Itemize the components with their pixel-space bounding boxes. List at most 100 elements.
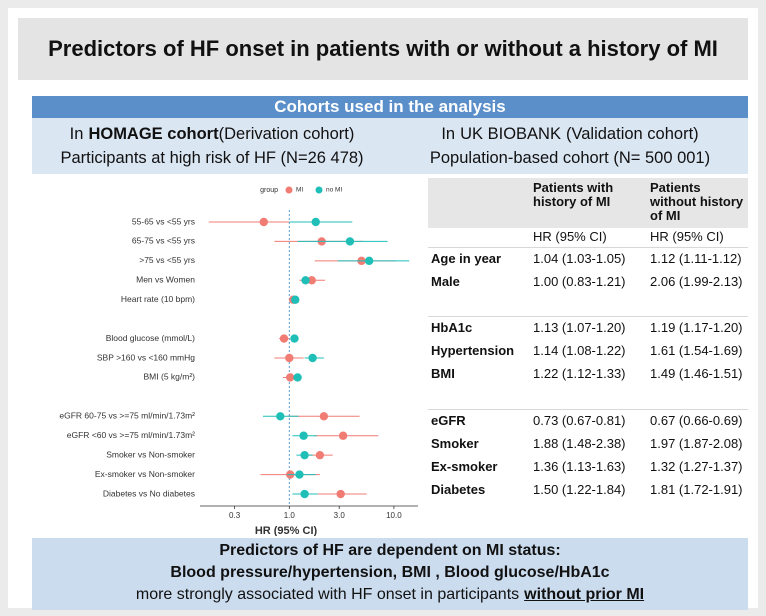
row-label: eGFR	[431, 413, 466, 428]
cohort-prefix: In	[441, 125, 456, 143]
x-tick-label: 0.3	[229, 511, 241, 520]
x-tick-label: 10.0	[386, 511, 402, 520]
cohorts-header: Cohorts used in the analysis	[32, 96, 748, 118]
cohorts-body: In HOMAGE cohort(Derivation cohort) Parti…	[32, 118, 748, 174]
point	[315, 450, 325, 460]
point	[299, 431, 308, 440]
point	[319, 412, 329, 421]
y-tick-label: eGFR 60-75 vs >=75 ml/min/1.73m²	[59, 411, 195, 421]
x-axis-label: HR (95% CI)	[255, 525, 318, 536]
column-header: Patients with history of MI	[533, 180, 614, 209]
point	[338, 431, 348, 440]
table-cell: 1.61 (1.54-1.69)	[650, 343, 743, 358]
row-label: Smoker	[431, 436, 479, 451]
cohort-desc: Participants at high risk of HF (N=26 47…	[60, 149, 364, 167]
y-tick-label: Blood glucose (mmol/L)	[106, 333, 195, 343]
table-cell: 1.88 (1.48-2.38)	[533, 436, 626, 451]
point	[307, 276, 316, 285]
separator	[428, 409, 748, 410]
point	[345, 237, 355, 246]
table-cell: 1.00 (0.83-1.21)	[533, 274, 626, 289]
column-header: Patients without history of MI	[650, 180, 744, 223]
table-cell: 1.14 (1.08-1.22)	[533, 343, 626, 358]
table-cell: 2.06 (1.99-2.13)	[650, 274, 743, 289]
separator	[428, 316, 748, 317]
conclusion-line: Predictors of HF are dependent on MI sta…	[219, 542, 561, 559]
forest-plot: HR (95% CI) group 0.3 1.0 3.0 10.0 55-65 vs …	[59, 186, 418, 536]
separator	[428, 247, 748, 248]
legend-marker	[285, 186, 293, 194]
table-cell: 1.50 (1.22-1.84)	[533, 482, 626, 497]
cohort-name: HOMAGE cohort	[88, 125, 219, 143]
y-tick-label: Men vs Women	[136, 275, 195, 285]
point	[276, 412, 285, 421]
point	[285, 353, 294, 363]
y-tick-label: 65-75 vs <55 yrs	[132, 236, 195, 246]
legend-label: no MI	[326, 187, 342, 194]
row-label: Male	[431, 274, 460, 289]
table-cell: 1.36 (1.13-1.63)	[533, 459, 626, 474]
point	[301, 276, 310, 285]
y-tick-label: SBP >160 vs <160 mmHg	[97, 352, 195, 362]
table-cell: 1.13 (1.07-1.20)	[533, 320, 626, 335]
x-tick-label: 3.0	[334, 511, 346, 520]
legend-title: group	[260, 187, 278, 194]
row-label: Hypertension	[431, 343, 515, 358]
point	[300, 450, 309, 460]
table-header-bg	[428, 178, 748, 228]
cohort-right: In UK BIOBANK (Validation cohort) Populati…	[392, 122, 748, 170]
conclusion-emphasis: without prior MI	[524, 586, 645, 603]
table-cell: 1.81 (1.72-1.91)	[650, 482, 743, 497]
row-label: Age in year	[431, 251, 502, 266]
cohort-suffix: (Derivation cohort)	[218, 125, 355, 143]
y-tick-label: BMI (5 kg/m²)	[144, 372, 196, 382]
legend-label: MI	[296, 187, 303, 194]
point	[291, 295, 300, 304]
y-tick-label: Heart rate (10 bpm)	[121, 294, 195, 304]
table-cell: 1.22 (1.12-1.33)	[533, 366, 626, 381]
conclusion-text: more strongly associated with HF onset i…	[135, 586, 520, 603]
point	[279, 334, 289, 343]
conclusion: Predictors of HF are dependent on MI sta…	[32, 538, 748, 610]
cohort-suffix: (Validation cohort)	[565, 125, 699, 143]
y-tick-label: eGFR <60 vs >=75 ml/min/1.73m²	[67, 430, 195, 440]
point	[364, 256, 374, 266]
y-tick-label: >75 vs <55 yrs	[139, 255, 195, 265]
point	[336, 489, 345, 499]
point	[295, 470, 304, 479]
point	[290, 334, 299, 343]
column-subheader: HR (95% CI)	[533, 229, 607, 244]
row-label: HbA1c	[431, 320, 473, 335]
y-tick-label: Smoker vs Non-smoker	[106, 449, 195, 459]
table-cell: 1.49 (1.46-1.51)	[650, 366, 743, 381]
title: Predictors of HF onset in patients with …	[18, 18, 748, 80]
cohort-name: UK BIOBANK	[460, 125, 561, 143]
point	[308, 353, 317, 363]
x-tick-label: 1.0	[284, 511, 296, 520]
y-tick-label: Ex-smoker vs Non-smoker	[95, 469, 195, 479]
conclusion-line: more strongly associated with HF onset i…	[32, 584, 748, 606]
y-tick-label: 55-65 vs <55 yrs	[132, 216, 195, 226]
table-cell: 1.97 (1.87-2.08)	[650, 436, 743, 451]
table-cell: 1.32 (1.27-1.37)	[650, 459, 743, 474]
row-label: Diabetes	[431, 482, 486, 497]
table-cell: 0.73 (0.67-0.81)	[533, 413, 626, 428]
column-subheader: HR (95% CI)	[650, 229, 724, 244]
point	[311, 217, 320, 227]
legend-marker	[315, 186, 323, 194]
table-cell: 1.12 (1.11-1.12)	[650, 251, 742, 266]
cohort-prefix: In	[69, 125, 84, 143]
row-label: BMI	[431, 366, 455, 381]
point	[286, 373, 295, 382]
y-tick-label: Diabetes vs No diabetes	[103, 488, 195, 498]
row-label: Ex-smoker	[431, 459, 498, 474]
conclusion-line: Blood pressure/hypertension, BMI , Blood…	[170, 564, 610, 581]
table-cell: 1.19 (1.17-1.20)	[650, 320, 743, 335]
table-cell: 0.67 (0.66-0.69)	[650, 413, 743, 428]
cohort-left: In HOMAGE cohort(Derivation cohort) Parti…	[32, 122, 392, 170]
cohort-desc: Population-based cohort (N= 500 001)	[429, 149, 711, 167]
point	[293, 373, 302, 382]
point	[259, 217, 268, 227]
table-cell: 1.04 (1.03-1.05)	[533, 251, 626, 266]
